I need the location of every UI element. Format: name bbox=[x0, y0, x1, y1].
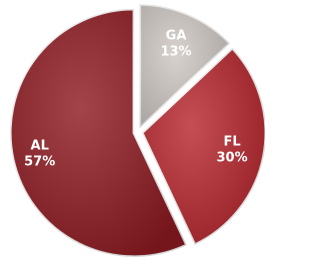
slice-value-label: 30% bbox=[217, 150, 248, 165]
page: GA13%FL30%AL57% (() => { const data = JS… bbox=[0, 0, 320, 264]
slice-category: GA bbox=[166, 29, 187, 44]
slice-category: FL bbox=[223, 134, 240, 149]
slice-value-label: 13% bbox=[160, 45, 191, 60]
slice-value-label: 57% bbox=[24, 154, 55, 169]
slice-category: AL bbox=[31, 138, 49, 153]
